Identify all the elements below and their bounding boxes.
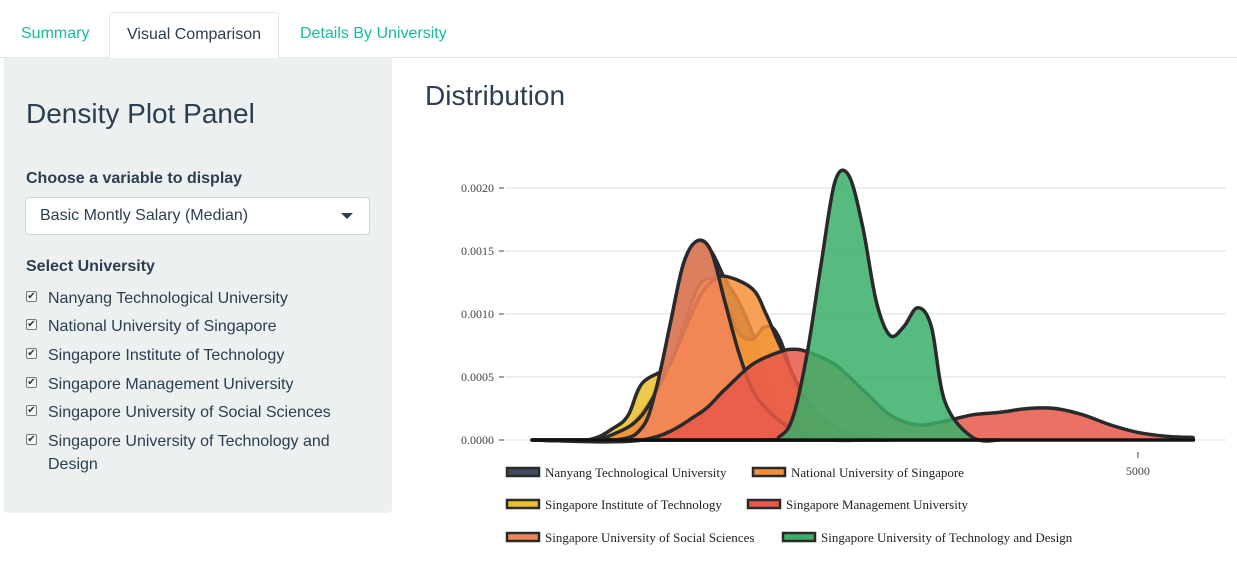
variable-select-value: Basic Montly Salary (Median) [40,207,249,224]
panel-title: Density Plot Panel [26,98,255,129]
page-title: Distribution [425,80,566,111]
university-label: Select University [26,258,155,275]
tab-visual-comparison[interactable]: Visual Comparison [109,12,279,58]
legend-item[interactable]: Singapore Institute of Technology [505,497,722,512]
tab-summary[interactable]: Summary [21,25,90,42]
x-tick-label: 5000 [1126,464,1150,478]
y-tick-label: 0.0005 [461,370,494,384]
checkbox-checked-icon[interactable]: ✔ [26,319,37,330]
legend-item[interactable]: Singapore University of Technology and D… [781,530,1073,545]
checkbox-label: Singapore Institute of Technology [48,347,285,364]
y-tick-label: 0.0015 [461,244,494,258]
y-tick-label: 0.0010 [461,307,494,321]
legend-item[interactable]: Singapore University of Social Sciences [505,530,754,545]
tab-details-by-university[interactable]: Details By University [300,25,447,42]
legend-label: Nanyang Technological University [545,465,727,480]
checkbox-label: Singapore University of Social Sciences [48,404,331,421]
legend-swatch [505,531,541,543]
legend-swatch [505,466,541,478]
legend-label: Singapore University of Social Sciences [545,530,754,545]
checkbox-checked-icon[interactable]: ✔ [26,377,37,388]
legend-label: National University of Singapore [791,465,964,480]
legend-swatch [746,498,782,510]
checkbox-label: National University of Singapore [48,318,277,335]
legend-item[interactable]: Nanyang Technological University [505,465,727,480]
y-tick-label: 0.0020 [461,181,494,195]
legend-item[interactable]: National University of Singapore [751,465,964,480]
variable-label: Choose a variable to display [26,170,243,187]
legend-swatch [781,531,817,543]
density-plot-panel: Density Plot Panel Choose a variable to … [4,58,392,513]
tab-bar: Summary Visual Comparison Details By Uni… [0,0,1237,58]
density-area[interactable] [530,168,1002,443]
checkbox-label: Singapore University of Technology and D… [48,433,330,473]
checkbox-label: Singapore Management University [48,376,294,393]
checkbox-checked-icon[interactable]: ✔ [26,434,37,445]
legend-swatch [505,498,541,510]
checkbox-label: Nanyang Technological University [48,290,288,307]
legend-label: Singapore University of Technology and D… [821,530,1073,545]
chevron-down-icon [341,213,353,219]
legend-label: Singapore Management University [786,497,968,512]
legend-swatch [751,466,787,478]
checkbox-checked-icon[interactable]: ✔ [26,348,37,359]
variable-select[interactable]: Basic Montly Salary (Median) [25,197,370,235]
legend-label: Singapore Institute of Technology [545,497,722,512]
checkbox-checked-icon[interactable]: ✔ [26,291,37,302]
checkbox-checked-icon[interactable]: ✔ [26,405,37,416]
y-tick-label: 0.0000 [461,433,494,447]
legend-item[interactable]: Singapore Management University [746,497,968,512]
